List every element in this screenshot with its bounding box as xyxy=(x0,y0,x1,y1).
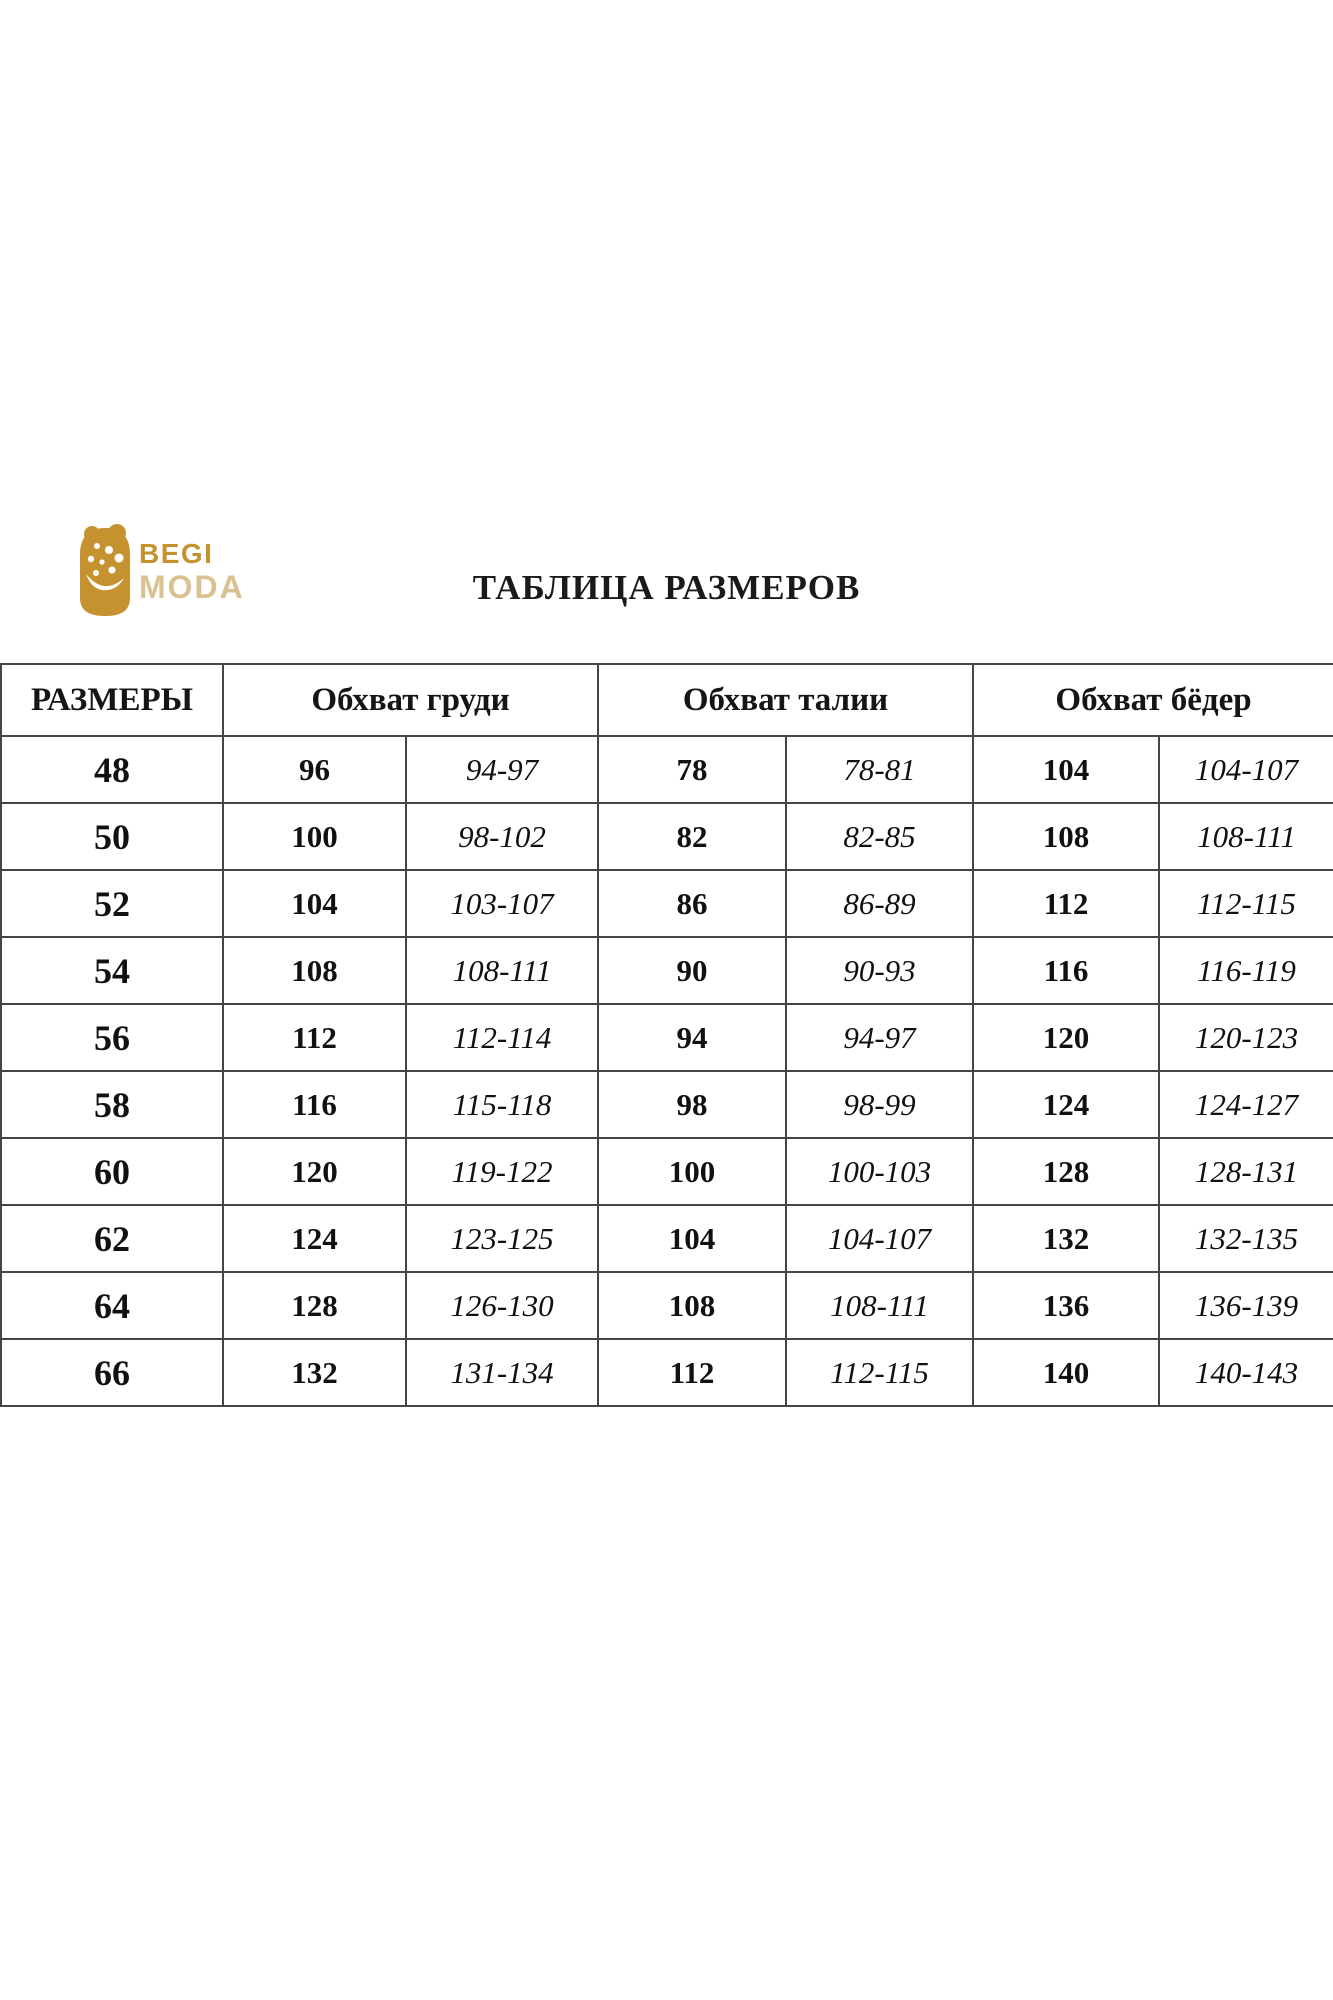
table-row: 62 124 123-125 104 104-107 132 132-135 xyxy=(0,1204,1333,1273)
size-value: 66 xyxy=(0,1338,224,1407)
measure-value: 136 xyxy=(972,1271,1161,1340)
measure-value: 98 xyxy=(597,1070,787,1139)
measure-range: 126-130 xyxy=(405,1271,599,1340)
size-value: 52 xyxy=(0,869,224,938)
size-value: 64 xyxy=(0,1271,224,1340)
measure-value: 86 xyxy=(597,869,787,938)
measure-range: 123-125 xyxy=(405,1204,599,1273)
measure-value: 120 xyxy=(222,1137,407,1206)
size-value: 58 xyxy=(0,1070,224,1139)
measure-value: 112 xyxy=(597,1338,787,1407)
size-value: 48 xyxy=(0,735,224,804)
measure-value: 108 xyxy=(222,936,407,1005)
hippo-mascot-icon xyxy=(80,524,130,616)
size-value: 56 xyxy=(0,1003,224,1072)
measure-range: 115-118 xyxy=(405,1070,599,1139)
brand-wordmark: BEGI MODA xyxy=(139,538,245,605)
page-title: ТАБЛИЦА РАЗМЕРОВ xyxy=(472,568,861,607)
column-header-chest: Обхват груди xyxy=(222,663,599,737)
measure-value: 82 xyxy=(597,802,787,871)
measure-range: 112-114 xyxy=(405,1003,599,1072)
table-row: 60 120 119-122 100 100-103 128 128-131 xyxy=(0,1137,1333,1206)
size-value: 50 xyxy=(0,802,224,871)
brand-name-bottom: MODA xyxy=(139,569,245,605)
measure-value: 116 xyxy=(222,1070,407,1139)
column-header-sizes: РАЗМЕРЫ xyxy=(0,663,224,737)
measure-value: 140 xyxy=(972,1338,1161,1407)
measure-range: 90-93 xyxy=(784,936,975,1005)
measure-range: 98-102 xyxy=(405,802,599,871)
measure-value: 104 xyxy=(597,1204,787,1273)
measure-value: 108 xyxy=(597,1271,787,1340)
measure-value: 128 xyxy=(222,1271,407,1340)
measure-value: 132 xyxy=(222,1338,407,1407)
measure-value: 124 xyxy=(972,1070,1161,1139)
table-row: 48 96 94-97 78 78-81 104 104-107 xyxy=(0,735,1333,804)
measure-value: 132 xyxy=(972,1204,1161,1273)
measure-value: 78 xyxy=(597,735,787,804)
measure-range: 108-111 xyxy=(405,936,599,1005)
header-row: РАЗМЕРЫ Обхват груди Обхват талии Обхват… xyxy=(0,663,1333,737)
size-value: 62 xyxy=(0,1204,224,1273)
measure-range: 124-127 xyxy=(1158,1070,1333,1139)
measure-value: 96 xyxy=(222,735,407,804)
measure-value: 100 xyxy=(222,802,407,871)
table-row: 52 104 103-107 86 86-89 112 112-115 xyxy=(0,869,1333,938)
measure-value: 104 xyxy=(972,735,1161,804)
measure-range: 108-111 xyxy=(784,1271,975,1340)
measure-range: 98-99 xyxy=(784,1070,975,1139)
measure-range: 100-103 xyxy=(784,1137,975,1206)
measure-range: 104-107 xyxy=(1158,735,1333,804)
measure-value: 116 xyxy=(972,936,1161,1005)
measure-range: 94-97 xyxy=(784,1003,975,1072)
measure-value: 128 xyxy=(972,1137,1161,1206)
measure-range: 104-107 xyxy=(784,1204,975,1273)
measure-range: 131-134 xyxy=(405,1338,599,1407)
table-row: 54 108 108-111 90 90-93 116 116-119 xyxy=(0,936,1333,1005)
measure-range: 103-107 xyxy=(405,869,599,938)
table-row: 66 132 131-134 112 112-115 140 140-143 xyxy=(0,1338,1333,1407)
measure-range: 128-131 xyxy=(1158,1137,1333,1206)
measure-range: 136-139 xyxy=(1158,1271,1333,1340)
size-table: РАЗМЕРЫ Обхват груди Обхват талии Обхват… xyxy=(0,663,1333,1407)
measure-range: 140-143 xyxy=(1158,1338,1333,1407)
brand-logo: BEGI MODA xyxy=(78,524,245,618)
column-header-hips: Обхват бёдер xyxy=(972,663,1333,737)
table-row: 56 112 112-114 94 94-97 120 120-123 xyxy=(0,1003,1333,1072)
measure-value: 104 xyxy=(222,869,407,938)
table-row: 50 100 98-102 82 82-85 108 108-111 xyxy=(0,802,1333,871)
brand-name-top: BEGI xyxy=(139,538,214,569)
table-row: 64 128 126-130 108 108-111 136 136-139 xyxy=(0,1271,1333,1340)
measure-value: 112 xyxy=(972,869,1161,938)
measure-range: 112-115 xyxy=(1158,869,1333,938)
size-value: 60 xyxy=(0,1137,224,1206)
measure-value: 90 xyxy=(597,936,787,1005)
size-table-body: 48 96 94-97 78 78-81 104 104-107 50 100 98-102 82 8… xyxy=(0,735,1333,1407)
measure-value: 94 xyxy=(597,1003,787,1072)
measure-range: 120-123 xyxy=(1158,1003,1333,1072)
table-row: 58 116 115-118 98 98-99 124 124-127 xyxy=(0,1070,1333,1139)
measure-value: 108 xyxy=(972,802,1161,871)
measure-range: 78-81 xyxy=(784,735,975,804)
measure-value: 100 xyxy=(597,1137,787,1206)
measure-range: 132-135 xyxy=(1158,1204,1333,1273)
measure-range: 82-85 xyxy=(784,802,975,871)
measure-range: 119-122 xyxy=(405,1137,599,1206)
column-header-waist: Обхват талии xyxy=(596,663,975,737)
measure-value: 124 xyxy=(222,1204,407,1273)
measure-value: 120 xyxy=(972,1003,1161,1072)
measure-range: 112-115 xyxy=(784,1338,975,1407)
measure-range: 86-89 xyxy=(784,869,975,938)
measure-range: 108-111 xyxy=(1158,802,1333,871)
measure-range: 116-119 xyxy=(1158,936,1333,1005)
size-value: 54 xyxy=(0,936,224,1005)
measure-range: 94-97 xyxy=(405,735,599,804)
measure-value: 112 xyxy=(222,1003,407,1072)
